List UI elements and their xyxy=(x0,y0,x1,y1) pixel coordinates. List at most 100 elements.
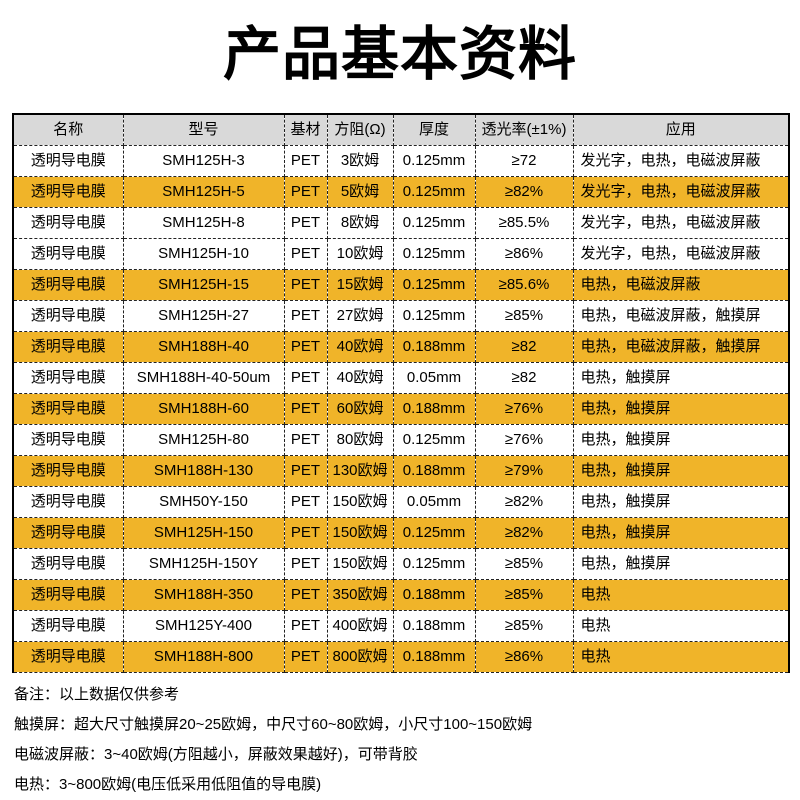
table-row: 透明导电膜 SMH125H-27 PET 27欧姆 0.125mm ≥85% 电… xyxy=(12,300,790,332)
note-line: 电磁波屏蔽：3~40欧姆(方阻越小，屏蔽效果越好)，可带背胶 xyxy=(14,746,418,763)
cell-resistance: 130欧姆 xyxy=(326,455,394,487)
col-header-resistance: 方阻(Ω) xyxy=(326,113,394,146)
cell-thickness: 0.125mm xyxy=(392,548,476,580)
cell-thickness: 0.188mm xyxy=(392,641,476,673)
cell-name: 透明导电膜 xyxy=(12,362,124,394)
cell-transmittance: ≥72 xyxy=(474,145,574,177)
table-row: 透明导电膜 SMH188H-350 PET 350欧姆 0.188mm ≥85%… xyxy=(12,579,790,611)
cell-model: SMH125H-80 xyxy=(122,424,285,456)
cell-resistance: 8欧姆 xyxy=(326,207,394,239)
cell-resistance: 400欧姆 xyxy=(326,610,394,642)
cell-application: 电热，触摸屏 xyxy=(572,393,790,425)
cell-thickness: 0.188mm xyxy=(392,610,476,642)
cell-base-material: PET xyxy=(283,393,328,425)
cell-resistance: 80欧姆 xyxy=(326,424,394,456)
cell-model: SMH50Y-150 xyxy=(122,486,285,518)
cell-resistance: 150欧姆 xyxy=(326,486,394,518)
cell-application: 发光字，电热，电磁波屏蔽 xyxy=(572,176,790,208)
cell-name: 透明导电膜 xyxy=(12,517,124,549)
cell-thickness: 0.188mm xyxy=(392,455,476,487)
cell-model: SMH188H-40 xyxy=(122,331,285,363)
cell-resistance: 150欧姆 xyxy=(326,548,394,580)
cell-resistance: 15欧姆 xyxy=(326,269,394,301)
cell-resistance: 5欧姆 xyxy=(326,176,394,208)
cell-transmittance: ≥76% xyxy=(474,424,574,456)
cell-name: 透明导电膜 xyxy=(12,548,124,580)
cell-application: 发光字，电热，电磁波屏蔽 xyxy=(572,238,790,270)
cell-model: SMH125H-150 xyxy=(122,517,285,549)
cell-thickness: 0.125mm xyxy=(392,300,476,332)
cell-name: 透明导电膜 xyxy=(12,331,124,363)
cell-name: 透明导电膜 xyxy=(12,424,124,456)
cell-thickness: 0.125mm xyxy=(392,424,476,456)
cell-application: 电热，触摸屏 xyxy=(572,486,790,518)
cell-thickness: 0.05mm xyxy=(392,486,476,518)
cell-application: 电热 xyxy=(572,579,790,611)
cell-name: 透明导电膜 xyxy=(12,145,124,177)
cell-name: 透明导电膜 xyxy=(12,486,124,518)
cell-model: SMH125H-150Y xyxy=(122,548,285,580)
cell-base-material: PET xyxy=(283,610,328,642)
cell-model: SMH188H-60 xyxy=(122,393,285,425)
cell-resistance: 800欧姆 xyxy=(326,641,394,673)
cell-transmittance: ≥85.6% xyxy=(474,269,574,301)
cell-base-material: PET xyxy=(283,176,328,208)
cell-application: 电热，触摸屏 xyxy=(572,548,790,580)
col-header-thickness: 厚度 xyxy=(392,113,476,146)
cell-model: SMH125H-10 xyxy=(122,238,285,270)
cell-base-material: PET xyxy=(283,207,328,239)
cell-thickness: 0.125mm xyxy=(392,238,476,270)
col-header-name: 名称 xyxy=(12,113,124,146)
col-header-transmittance: 透光率(±1%) xyxy=(474,113,574,146)
cell-model: SMH125H-15 xyxy=(122,269,285,301)
cell-name: 透明导电膜 xyxy=(12,176,124,208)
table-row: 透明导电膜 SMH125H-10 PET 10欧姆 0.125mm ≥86% 发… xyxy=(12,238,790,270)
cell-transmittance: ≥82 xyxy=(474,331,574,363)
table-row: 透明导电膜 SMH188H-40 PET 40欧姆 0.188mm ≥82 电热… xyxy=(12,331,790,363)
table-row: 透明导电膜 SMH125H-15 PET 15欧姆 0.125mm ≥85.6%… xyxy=(12,269,790,301)
cell-base-material: PET xyxy=(283,238,328,270)
cell-name: 透明导电膜 xyxy=(12,579,124,611)
cell-transmittance: ≥85% xyxy=(474,610,574,642)
cell-name: 透明导电膜 xyxy=(12,300,124,332)
cell-thickness: 0.125mm xyxy=(392,145,476,177)
cell-thickness: 0.125mm xyxy=(392,517,476,549)
cell-name: 透明导电膜 xyxy=(12,207,124,239)
table-row: 透明导电膜 SMH125H-150 PET 150欧姆 0.125mm ≥82%… xyxy=(12,517,790,549)
table-row: 透明导电膜 SMH188H-800 PET 800欧姆 0.188mm ≥86%… xyxy=(12,641,790,673)
cell-resistance: 150欧姆 xyxy=(326,517,394,549)
cell-application: 电热，电磁波屏蔽，触摸屏 xyxy=(572,331,790,363)
cell-application: 发光字，电热，电磁波屏蔽 xyxy=(572,207,790,239)
cell-resistance: 40欧姆 xyxy=(326,331,394,363)
cell-name: 透明导电膜 xyxy=(12,610,124,642)
cell-thickness: 0.188mm xyxy=(392,579,476,611)
cell-base-material: PET xyxy=(283,269,328,301)
col-header-application: 应用 xyxy=(572,113,790,146)
table-row: 透明导电膜 SMH125H-3 PET 3欧姆 0.125mm ≥72 发光字，… xyxy=(12,145,790,177)
note-line: 电热：3~800欧姆(电压低采用低阻值的导电膜) xyxy=(14,776,322,793)
cell-model: SMH188H-130 xyxy=(122,455,285,487)
table-row: 透明导电膜 SMH50Y-150 PET 150欧姆 0.05mm ≥82% 电… xyxy=(12,486,790,518)
cell-model: SMH188H-40-50um xyxy=(122,362,285,394)
note-line: 触摸屏：超大尺寸触摸屏20~25欧姆，中尺寸60~80欧姆，小尺寸100~150… xyxy=(14,716,533,733)
cell-transmittance: ≥86% xyxy=(474,238,574,270)
cell-transmittance: ≥86% xyxy=(474,641,574,673)
note-line: 备注：以上数据仅供参考 xyxy=(14,686,180,703)
cell-transmittance: ≥82% xyxy=(474,486,574,518)
cell-application: 电热，触摸屏 xyxy=(572,455,790,487)
cell-model: SMH188H-800 xyxy=(122,641,285,673)
col-header-base-material: 基材 xyxy=(283,113,328,146)
cell-application: 电热，触摸屏 xyxy=(572,362,790,394)
cell-base-material: PET xyxy=(283,486,328,518)
table-header-row: 名称 型号 基材 方阻(Ω) 厚度 透光率(±1%) 应用 xyxy=(12,113,790,146)
cell-thickness: 0.188mm xyxy=(392,393,476,425)
cell-model: SMH125H-5 xyxy=(122,176,285,208)
cell-transmittance: ≥85% xyxy=(474,548,574,580)
cell-thickness: 0.05mm xyxy=(392,362,476,394)
cell-thickness: 0.125mm xyxy=(392,207,476,239)
table-row: 透明导电膜 SMH125Y-400 PET 400欧姆 0.188mm ≥85%… xyxy=(12,610,790,642)
cell-base-material: PET xyxy=(283,145,328,177)
cell-resistance: 60欧姆 xyxy=(326,393,394,425)
notes-section: 备注：以上数据仅供参考触摸屏：超大尺寸触摸屏20~25欧姆，中尺寸60~80欧姆… xyxy=(14,680,800,800)
cell-base-material: PET xyxy=(283,455,328,487)
